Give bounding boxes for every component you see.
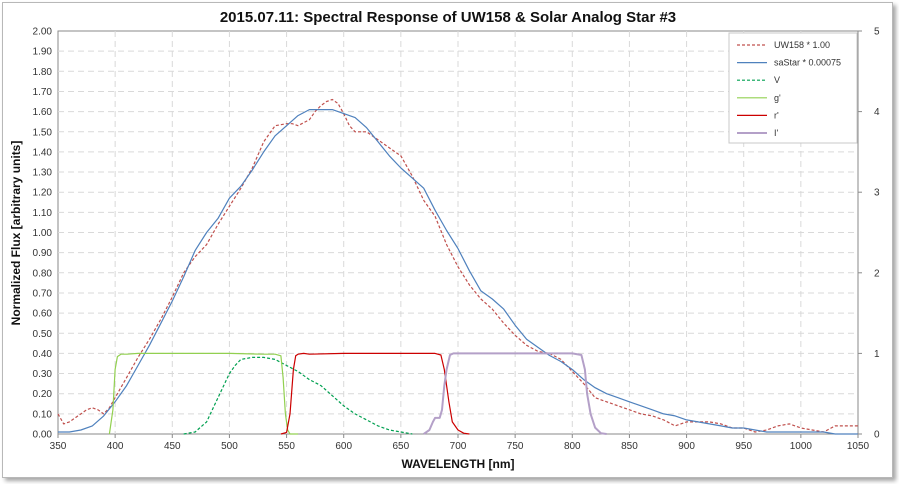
series-line-4	[280, 352, 470, 435]
y2-tick-label: 4	[874, 107, 880, 118]
y-axis-label: Normalized Flux [arbitrary units]	[9, 141, 23, 326]
y-tick-label: 1.90	[33, 47, 53, 58]
x-tick-label: 450	[164, 441, 181, 452]
x-tick-label: 500	[221, 441, 238, 452]
y2-tick-label: 0	[874, 430, 880, 441]
y-tick-label: 1.20	[33, 188, 53, 199]
chart-svg: 2015.07.11: Spectral Response of UW158 &…	[9, 9, 880, 471]
y-tick-label: 0.60	[33, 309, 53, 320]
x-tick-label: 600	[335, 441, 352, 452]
y2-tick-label: 3	[874, 188, 880, 199]
legend-box	[728, 32, 858, 144]
y2-tick-label: 1	[874, 349, 880, 360]
chart-title: 2015.07.11: Spectral Response of UW158 &…	[220, 9, 676, 26]
x-tick-label: 950	[735, 441, 752, 452]
y-tick-label: 0.40	[33, 349, 53, 360]
legend-label: UW158 * 1.00	[774, 40, 830, 50]
y-tick-label: 1.50	[33, 127, 53, 138]
series-line-0	[57, 98, 858, 433]
legend-label: saStar * 0.00075	[774, 58, 841, 68]
y-tick-label: 1.60	[33, 107, 53, 118]
series-line-5	[423, 352, 607, 435]
y-tick-label: 1.00	[33, 228, 53, 239]
y-tick-label: 0.50	[33, 329, 53, 340]
y2-tick-label: 5	[874, 27, 880, 38]
x-tick-label: 750	[507, 441, 524, 452]
y-tick-label: 1.30	[33, 168, 53, 179]
x-tick-label: 1050	[847, 441, 870, 452]
y-tick-label: 1.80	[33, 67, 53, 78]
x-tick-label: 550	[278, 441, 295, 452]
y-tick-label: 2.00	[33, 27, 53, 38]
axes: 0.00 0.10 0.20 0.30 0.40 0.50 0.60 0.70 0.80 0.90…	[33, 27, 880, 453]
series-line-2	[183, 356, 413, 435]
x-tick-label: 900	[678, 441, 695, 452]
x-tick-label: 850	[621, 441, 638, 452]
y-tick-label: 0.00	[33, 430, 53, 441]
legend-label: V	[774, 75, 780, 85]
series-layer	[57, 98, 858, 435]
x-tick-label: 700	[450, 441, 467, 452]
y-tick-label: 0.20	[33, 389, 53, 400]
x-tick-label: 350	[50, 441, 67, 452]
x-axis-label: WAVELENGTH [nm]	[401, 457, 514, 471]
y-tick-label: 1.10	[33, 208, 53, 219]
chart-frame: 2015.07.11: Spectral Response of UW158 &…	[2, 2, 893, 478]
x-tick-label: 650	[393, 441, 410, 452]
y-tick-label: 0.30	[33, 369, 53, 380]
series-line-3	[108, 352, 298, 435]
y-tick-label: 1.70	[33, 87, 53, 98]
legend-label: g'	[774, 93, 781, 103]
x-tick-label: 800	[564, 441, 581, 452]
y-tick-label: 1.40	[33, 147, 53, 158]
x-tick-label: 1000	[790, 441, 813, 452]
y-tick-label: 0.70	[33, 288, 53, 299]
y2-tick-label: 2	[874, 268, 880, 279]
legend: UW158 * 1.00 saStar * 0.00075 Vg' r' I'	[728, 32, 858, 144]
x-tick-label: 400	[107, 441, 124, 452]
y-tick-label: 0.80	[33, 268, 53, 279]
legend-label: I'	[774, 128, 779, 138]
y-tick-label: 0.10	[33, 409, 53, 420]
legend-label: r'	[774, 110, 779, 120]
series-line-1	[58, 108, 858, 435]
y-tick-label: 0.90	[33, 248, 53, 259]
